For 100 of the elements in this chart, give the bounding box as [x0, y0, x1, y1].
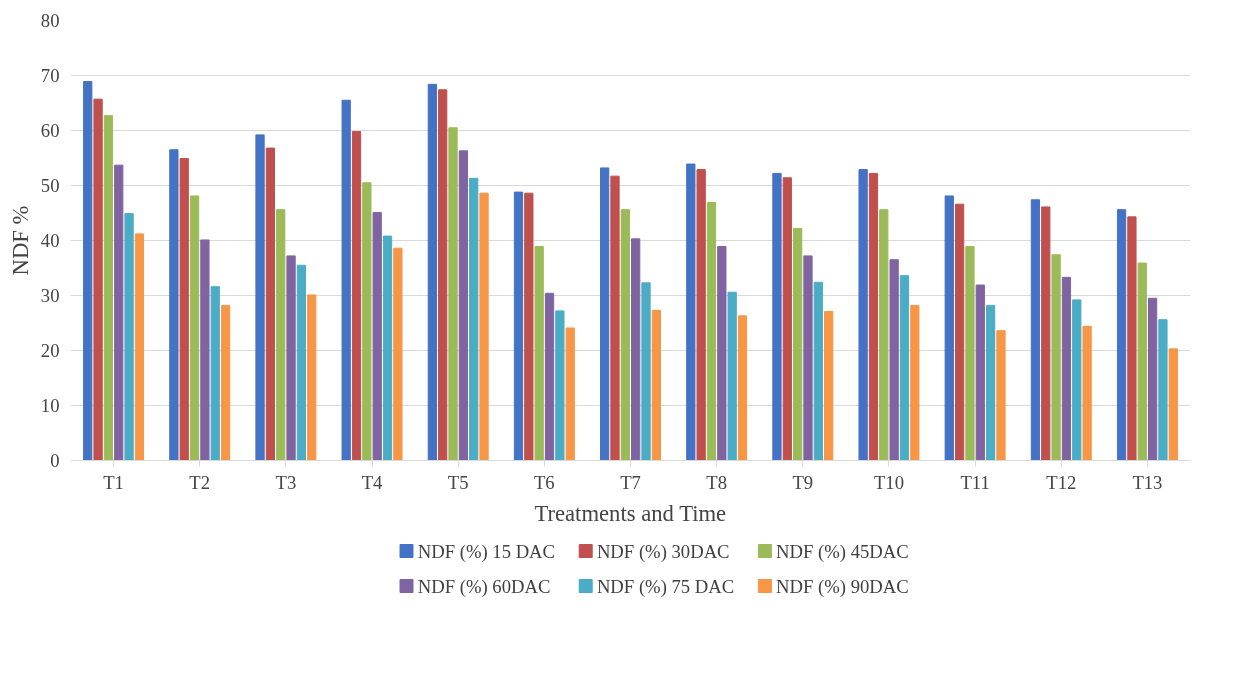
y-tick-label: 20: [40, 340, 60, 361]
bar: [276, 209, 286, 461]
bar: [858, 169, 868, 461]
bar: [1082, 325, 1092, 461]
bar: [255, 134, 265, 461]
bar: [686, 163, 696, 461]
bar: [910, 304, 920, 461]
bar: [824, 310, 834, 461]
bar: [954, 203, 965, 461]
y-tick-label: 60: [40, 120, 60, 141]
y-tick-label: 50: [40, 175, 60, 196]
bar: [631, 238, 641, 461]
bar: [717, 246, 727, 461]
legend-label: NDF (%) 45DAC: [776, 540, 909, 563]
bar: [1030, 199, 1041, 461]
bar: [534, 246, 544, 461]
bar: [393, 247, 403, 461]
x-tick-label: T9: [792, 471, 814, 493]
y-tick-label: 30: [40, 285, 60, 306]
bar: [651, 309, 661, 461]
bar: [610, 175, 620, 461]
bar: [1147, 297, 1158, 461]
bar: [965, 246, 975, 461]
bar: [600, 167, 610, 461]
legend-label: NDF (%) 90DAC: [776, 575, 909, 598]
bar: [200, 239, 210, 461]
bar: [813, 281, 823, 461]
bar: [372, 211, 382, 461]
bar: [803, 255, 813, 461]
bar: [220, 304, 231, 461]
bar: [286, 255, 296, 461]
legend-label: NDF (%) 60DAC: [417, 575, 551, 598]
bar: [1168, 348, 1178, 461]
y-tick-label: 0: [50, 450, 60, 471]
x-tick-label: T4: [361, 471, 384, 493]
x-tick-label: T2: [189, 471, 211, 493]
bar: [544, 292, 555, 461]
bar: [513, 191, 524, 461]
bar: [641, 282, 651, 461]
bar: [351, 131, 362, 461]
bar: [1137, 262, 1147, 461]
x-axis-title: Treatments and Time: [534, 500, 727, 526]
bar: [1116, 209, 1127, 461]
bar: [868, 172, 879, 461]
bar: [782, 177, 792, 461]
bar: [341, 99, 351, 461]
y-tick-label: 40: [40, 230, 60, 251]
x-tick-label: T5: [447, 471, 469, 493]
x-tick-label: T6: [533, 471, 555, 493]
bar: [382, 235, 393, 461]
bar: [1158, 319, 1168, 461]
y-tick-label: 70: [40, 65, 60, 86]
bar: [458, 150, 468, 461]
bar: [1061, 276, 1072, 461]
bar: [189, 195, 200, 461]
bar: [124, 213, 134, 461]
bar: [565, 327, 575, 461]
y-axis-title: NDF %: [7, 205, 33, 276]
bar: [469, 177, 479, 461]
bar: [103, 115, 114, 461]
bar: [944, 195, 954, 461]
x-tick-label: T12: [1046, 471, 1077, 493]
x-tick-label: T11: [960, 471, 990, 493]
bar: [210, 286, 220, 461]
bar: [706, 202, 717, 461]
bar: [134, 233, 145, 461]
bar: [1041, 206, 1051, 461]
bar: [179, 158, 189, 461]
bar: [620, 209, 630, 461]
bar: [362, 182, 372, 461]
bar: [555, 310, 565, 461]
bar: [889, 259, 899, 461]
bar: [479, 192, 489, 461]
legend-label: NDF (%) 75 DAC: [596, 575, 735, 598]
y-tick-label: 80: [40, 10, 60, 31]
bar: [83, 81, 93, 461]
bar: [307, 294, 317, 461]
y-tick-label: 10: [40, 395, 60, 416]
bar: [899, 275, 910, 461]
bar: [427, 83, 437, 461]
bar: [975, 284, 985, 461]
bar: [114, 164, 124, 461]
bar: [727, 291, 737, 461]
bar: [93, 98, 103, 461]
bar: [772, 172, 782, 461]
bar: [265, 147, 276, 461]
legend-label: NDF (%) 15 DAC: [417, 540, 556, 563]
bar: [169, 149, 179, 461]
bar: [1072, 299, 1082, 461]
bar: [879, 209, 889, 461]
bar: [737, 315, 748, 461]
bar: [524, 192, 534, 461]
x-tick-label: T10: [873, 471, 904, 493]
bar: [296, 264, 307, 461]
bar: [793, 227, 803, 461]
legend-label: NDF (%) 30DAC: [596, 540, 730, 563]
x-tick-label: T1: [103, 471, 124, 493]
bar: [448, 127, 458, 461]
bar: [996, 330, 1006, 461]
x-tick-label: T13: [1132, 471, 1163, 493]
